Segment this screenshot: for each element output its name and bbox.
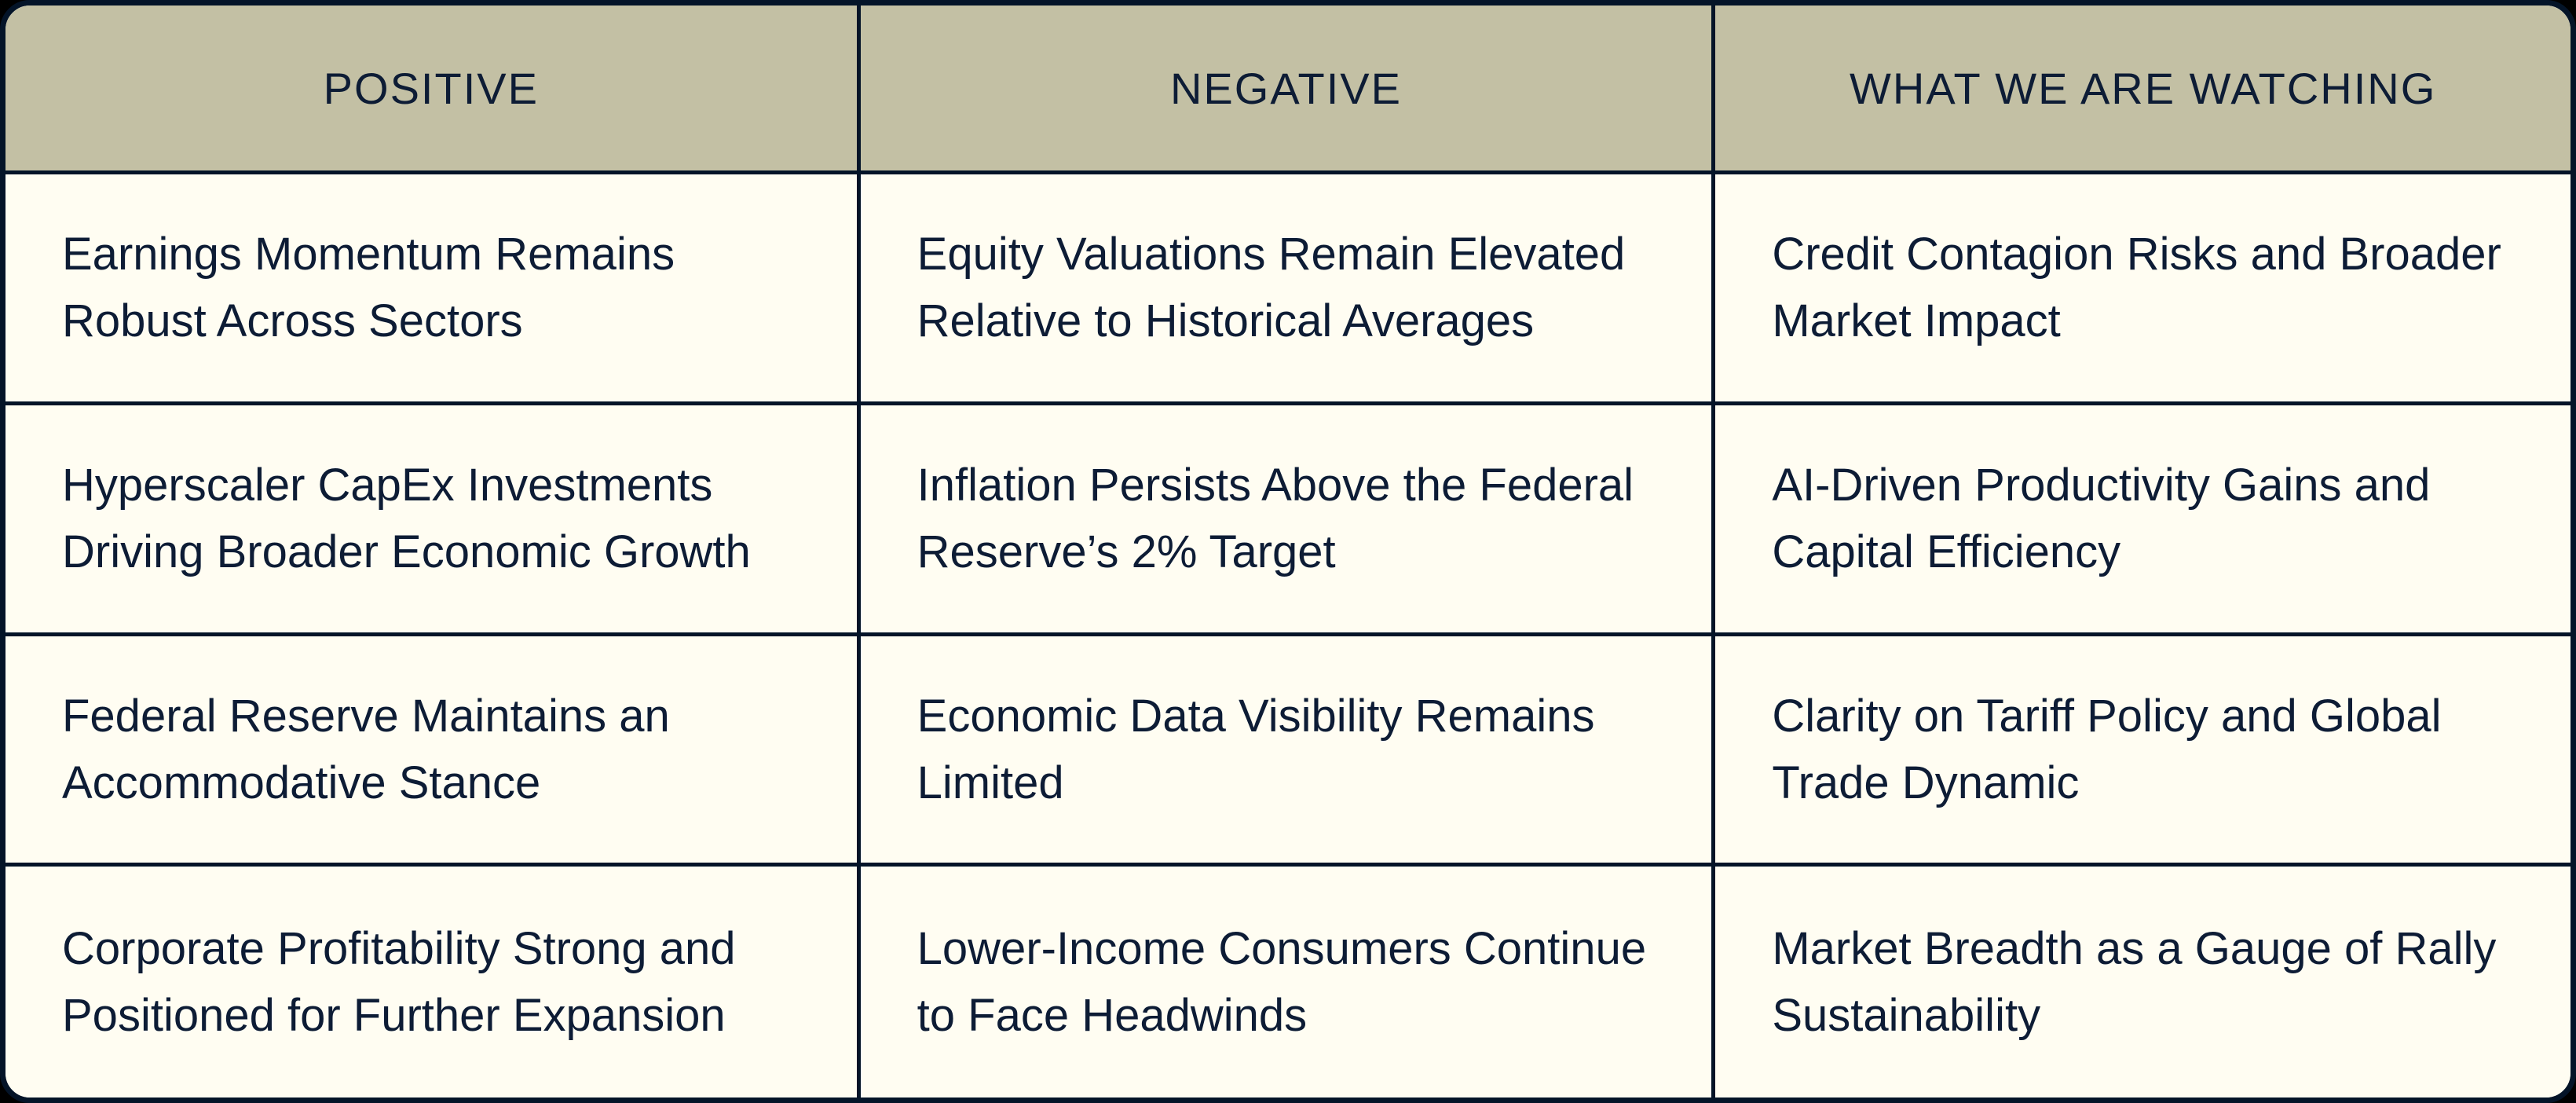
cell-text: Economic Data Visibility Remains Limited [917, 690, 1595, 808]
table-cell-row2-watching: AI-Driven Productivity Gains and Capital… [1715, 405, 2571, 636]
table-cell-row1-negative: Equity Valuations Remain Elevated Relati… [860, 174, 1716, 405]
cell-text: Credit Contagion Risks and Broader Marke… [1772, 229, 2501, 347]
cell-text: Hyperscaler CapEx Investments Driving Br… [62, 460, 751, 578]
table-cell-row4-positive: Corporate Profitability Strong and Posit… [5, 867, 861, 1098]
header-label-watching: WHAT WE ARE WATCHING [1850, 63, 2437, 113]
cell-text: AI-Driven Productivity Gains and Capital… [1772, 460, 2431, 578]
header-cell-watching: WHAT WE ARE WATCHING [1715, 5, 2571, 174]
cell-text: Inflation Persists Above the Federal Res… [917, 460, 1634, 578]
table-cell-row3-negative: Economic Data Visibility Remains Limited [860, 636, 1716, 867]
header-label-positive: POSITIVE [323, 63, 539, 113]
table-cell-row2-negative: Inflation Persists Above the Federal Res… [860, 405, 1716, 636]
cell-text: Lower-Income Consumers Continue to Face … [917, 923, 1647, 1042]
cell-text: Market Breadth as a Gauge of Rally Susta… [1772, 923, 2497, 1042]
table-cell-row1-positive: Earnings Momentum Remains Robust Across … [5, 174, 861, 405]
table-cell-row1-watching: Credit Contagion Risks and Broader Marke… [1715, 174, 2571, 405]
cell-text: Federal Reserve Maintains an Accommodati… [62, 690, 670, 808]
cell-text: Corporate Profitability Strong and Posit… [62, 923, 736, 1042]
header-label-negative: NEGATIVE [1169, 63, 1402, 113]
cell-text: Equity Valuations Remain Elevated Relati… [917, 229, 1626, 347]
header-cell-negative: NEGATIVE [860, 5, 1716, 174]
header-cell-positive: POSITIVE [5, 5, 861, 174]
table-cell-row4-watching: Market Breadth as a Gauge of Rally Susta… [1715, 867, 2571, 1098]
table-cell-row3-positive: Federal Reserve Maintains an Accommodati… [5, 636, 861, 867]
table-cell-row3-watching: Clarity on Tariff Policy and Global Trad… [1715, 636, 2571, 867]
table-cell-row2-positive: Hyperscaler CapEx Investments Driving Br… [5, 405, 861, 636]
table-cell-row4-negative: Lower-Income Consumers Continue to Face … [860, 867, 1716, 1098]
cell-text: Clarity on Tariff Policy and Global Trad… [1772, 690, 2442, 808]
cell-text: Earnings Momentum Remains Robust Across … [62, 229, 675, 347]
